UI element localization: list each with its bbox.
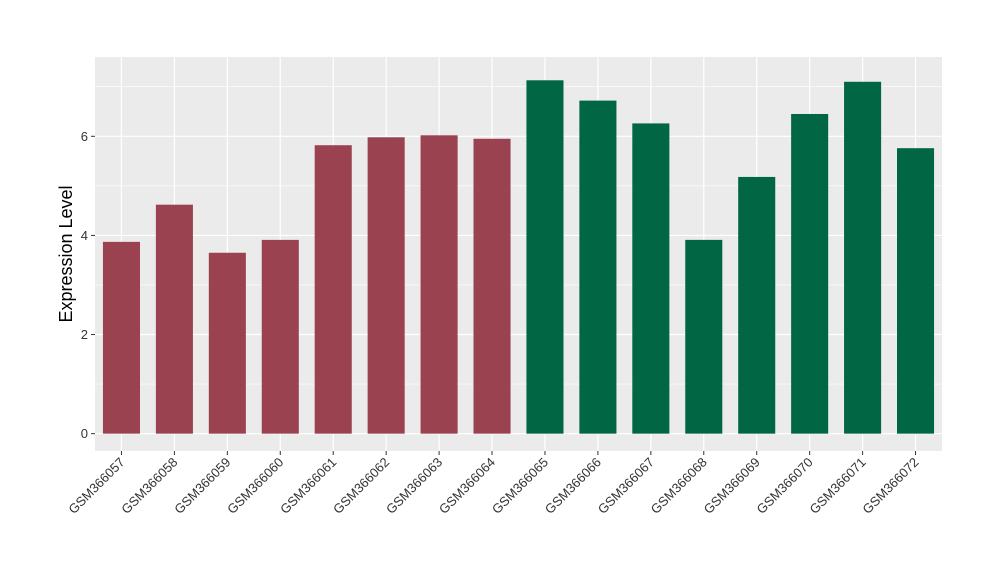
y-axis-title: Expression Level xyxy=(56,185,76,322)
y-axis: 0 2 4 6 xyxy=(81,129,95,441)
bar xyxy=(526,80,564,434)
bar xyxy=(738,176,776,434)
bar xyxy=(579,100,617,434)
bar xyxy=(685,239,723,434)
y-tick-label: 0 xyxy=(81,426,88,441)
y-tick-label: 4 xyxy=(81,228,88,243)
x-tick-label: GSM366072 xyxy=(859,455,921,517)
bar xyxy=(420,135,458,434)
bar xyxy=(367,137,405,434)
bar xyxy=(102,241,140,434)
bar xyxy=(632,123,670,434)
bar xyxy=(208,252,246,434)
bar xyxy=(314,145,352,434)
x-axis: GSM366057GSM366058GSM366059GSM366060GSM3… xyxy=(65,451,922,517)
y-tick-label: 6 xyxy=(81,129,88,144)
bar xyxy=(844,81,882,434)
bars xyxy=(102,80,935,434)
bar xyxy=(897,148,935,434)
y-tick-label: 2 xyxy=(81,327,88,342)
bar xyxy=(155,204,193,434)
bar xyxy=(791,113,829,434)
bar xyxy=(473,138,511,434)
bar xyxy=(261,239,299,434)
